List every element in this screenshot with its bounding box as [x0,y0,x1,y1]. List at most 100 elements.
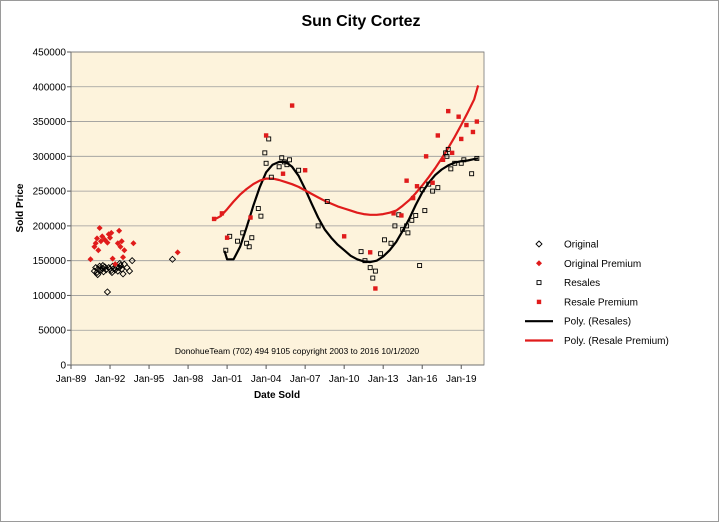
data-point [430,180,435,185]
data-point [388,240,394,246]
data-point [281,159,287,165]
y-axis-title: Sold Price [15,183,26,232]
data-point [324,199,330,204]
data-point [445,146,451,152]
data-point [99,268,108,276]
data-point [244,240,250,246]
data-point [99,233,106,240]
data-point [117,243,124,250]
data-point [423,154,429,159]
data-point [92,240,99,247]
data-point [446,108,451,114]
data-point [99,261,107,270]
legend-label: Original Premium [564,259,641,270]
x-tick-label: Jan-19 [446,374,477,385]
data-point [116,259,124,268]
data-point [452,160,458,166]
data-point [94,235,101,242]
data-point [315,223,321,229]
y-tick-label: 100000 [33,291,67,302]
data-point [367,265,373,271]
data-point [430,188,436,194]
axes [70,51,485,366]
x-tick-label: Jan-98 [173,374,204,385]
y-tick-label: 0 [60,361,66,372]
legend-swatch-marker [535,240,543,248]
data-point [382,237,387,243]
data-point [461,157,467,163]
data-point [263,160,269,166]
data-point [107,234,114,241]
trendline-poly-resale-premium [213,85,480,221]
data-point [440,157,446,163]
data-point [435,185,441,191]
legend-swatch-marker [536,280,542,286]
y-tick-label: 400000 [33,82,67,93]
data-point [121,247,128,254]
data-point [240,230,246,236]
y-tick-labels: 0 50000 100000 150000 200000 250000 300000 3500… [33,48,67,372]
data-point [223,247,229,253]
data-point [108,229,115,236]
data-point [448,166,454,172]
data-point [266,136,272,142]
data-point [276,164,282,170]
data-point [130,240,137,247]
data-point [104,239,111,246]
legend-label: Poly. (Resales) [564,317,631,328]
data-point [378,251,384,257]
data-point [474,155,480,161]
data-point [219,211,225,216]
data-point [444,153,450,159]
data-point [302,168,308,173]
data-point [168,255,177,263]
y-tick-label: 300000 [33,152,67,163]
data-point [262,150,268,156]
plot-border [70,51,485,366]
y-tick-label: 50000 [38,326,66,337]
data-point [248,215,253,220]
series-resale-premium [211,103,480,291]
y-tick-label: 250000 [33,187,67,198]
data-point [108,268,116,277]
data-point [268,174,274,180]
data-point [125,267,134,275]
data-point [211,216,217,222]
x-tick-label: Jan-10 [329,374,360,385]
data-point [404,178,409,183]
data-point [258,213,264,219]
x-tick-label: Jan-16 [407,374,438,385]
data-point [400,226,406,232]
series-original-premium [87,224,181,268]
data-point [405,230,411,236]
x-tick-label: Jan-01 [212,374,243,385]
series-original [90,255,177,296]
data-point [107,266,115,275]
data-point [419,187,425,193]
data-point [464,122,469,128]
y-tick-label: 150000 [33,256,67,267]
data-point [470,129,476,135]
data-point [367,250,373,255]
series-resales [223,136,480,281]
data-point [391,211,396,216]
data-point [112,261,119,268]
data-point [399,213,404,218]
y-tick-label: 350000 [33,117,67,128]
data-point [235,238,240,244]
legend-label: Original [564,240,598,251]
data-point [263,133,269,138]
data-point [443,150,449,156]
data-point [102,266,110,274]
data-point [120,254,127,261]
data-point [116,227,123,234]
data-point [246,244,252,250]
data-point [174,249,181,256]
data-point [224,235,230,240]
data-point [458,160,464,166]
trendlines [213,85,480,264]
chart-title: Sun City Cortez [301,13,420,30]
data-point [409,217,415,223]
